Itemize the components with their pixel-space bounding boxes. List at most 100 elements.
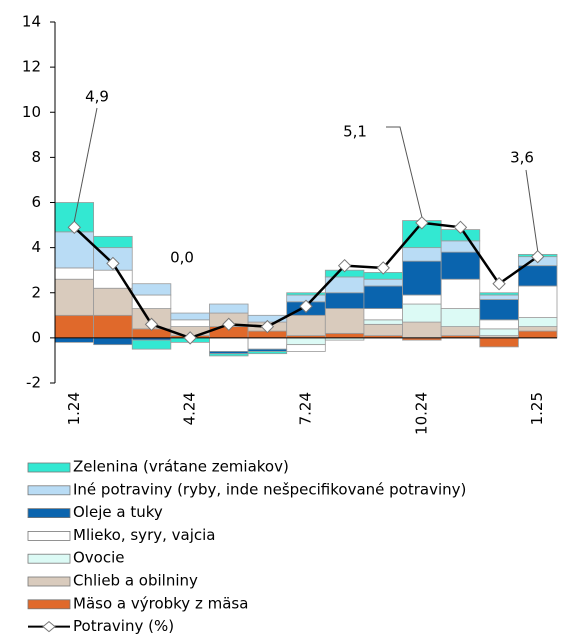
bar-segment <box>517 265 558 287</box>
bar-segment <box>440 326 481 337</box>
y-tick-label: 6 <box>31 193 41 211</box>
y-tick-label: 10 <box>22 103 41 121</box>
bar-segment <box>247 337 288 350</box>
bar-segment <box>479 319 519 330</box>
bar-segment <box>440 251 481 280</box>
x-tick-label: 1.24 <box>65 392 83 425</box>
bar-segment <box>440 308 481 327</box>
y-tick-label: 2 <box>31 283 41 301</box>
bar-segment <box>479 337 519 348</box>
bar-segment <box>209 303 249 314</box>
line-marker <box>415 216 429 230</box>
bar-segment <box>517 317 558 327</box>
bar-segment <box>479 294 519 300</box>
legend-marker <box>42 620 56 633</box>
bar-segment <box>54 231 95 269</box>
bar-segment <box>209 353 249 357</box>
bar-segment <box>93 314 133 339</box>
bar-segment <box>363 285 403 309</box>
legend-label: Zelenina (vrátane zemiakov) <box>73 458 289 476</box>
legend-swatch <box>27 462 71 473</box>
bar-segment <box>479 299 519 321</box>
line-marker <box>530 249 545 264</box>
legend-swatch <box>27 485 71 496</box>
bar-segment <box>402 303 442 323</box>
x-tick-label: 1.25 <box>528 392 546 425</box>
annotation-leader <box>525 169 539 251</box>
bar-segment <box>440 278 481 309</box>
bar-segment <box>93 235 133 249</box>
annotation-leader <box>386 126 423 217</box>
bar-segment <box>286 292 326 296</box>
bar-segment <box>402 321 442 339</box>
legend-label: Chlieb a obilniny <box>73 572 198 590</box>
bar-segment <box>363 278 403 287</box>
line-marker <box>67 220 82 235</box>
legend-label: Iné potraviny (ryby, inde nešpecifikovan… <box>73 480 466 498</box>
annotation: 4,9 <box>85 88 109 106</box>
line-marker <box>376 261 390 275</box>
line-marker <box>337 258 352 273</box>
bar-segment <box>324 308 365 334</box>
bar-segment <box>363 319 403 325</box>
bar-segment <box>54 278 95 316</box>
bar-segment <box>93 287 133 316</box>
y-tick-label: 8 <box>31 148 41 166</box>
legend-swatch <box>27 576 71 587</box>
bar-segment <box>479 328 519 337</box>
x-tick-label: 10.24 <box>412 392 430 435</box>
y-tick-label: 4 <box>31 238 41 256</box>
bar-segment <box>402 260 442 296</box>
bar-segment <box>363 323 403 337</box>
legend-label: Mlieko, syry, vajcia <box>73 526 216 544</box>
line-marker <box>492 277 506 291</box>
legend-label: Mäso a výrobky z mäsa <box>73 594 248 612</box>
bar-segment <box>170 312 210 321</box>
line-marker <box>183 331 197 345</box>
y-tick-label: -2 <box>26 374 41 392</box>
bar-segment <box>286 344 326 352</box>
legend-label: Oleje a tuky <box>73 503 163 521</box>
bar-segment <box>324 292 365 309</box>
x-tick-label: 4.24 <box>181 392 199 425</box>
annotation: 0,0 <box>170 249 194 267</box>
bar-segment <box>54 314 95 339</box>
line-marker <box>260 319 275 334</box>
line-marker <box>144 317 159 332</box>
bar-segment <box>286 337 326 346</box>
legend-swatch <box>27 599 71 610</box>
annotation-leader <box>73 107 98 222</box>
legend-swatch <box>27 508 71 519</box>
y-tick-label: 14 <box>22 13 41 31</box>
bar-segment <box>170 319 210 327</box>
bar-segment <box>93 337 133 346</box>
line-marker <box>106 256 120 271</box>
line-marker <box>299 299 313 313</box>
legend-label: Ovocie <box>73 549 125 567</box>
line-marker <box>222 317 236 332</box>
bar-segment <box>247 351 288 355</box>
bar-segment <box>517 285 558 318</box>
bar-segment <box>209 337 249 352</box>
bar-segment <box>363 308 403 321</box>
bar-segment <box>324 332 365 339</box>
bar-segment <box>517 326 558 332</box>
bar-segment <box>402 294 442 305</box>
bar-segment <box>131 339 172 350</box>
bar-segment <box>479 292 519 296</box>
x-tick-label: 7.24 <box>297 392 315 425</box>
bar-segment <box>131 283 172 296</box>
annotation: 3,6 <box>510 149 534 167</box>
bar-segment <box>54 337 95 343</box>
legend-swatch <box>27 553 71 564</box>
y-tick-label: 0 <box>31 328 41 346</box>
legend-swatch <box>27 531 71 541</box>
bar-segment <box>517 330 558 339</box>
y-tick-label: 12 <box>22 58 41 76</box>
bar-segment <box>286 314 326 337</box>
annotation: 5,1 <box>343 123 367 141</box>
line-marker <box>453 220 468 235</box>
bar-segment <box>54 267 95 280</box>
bar-segment <box>402 247 442 262</box>
